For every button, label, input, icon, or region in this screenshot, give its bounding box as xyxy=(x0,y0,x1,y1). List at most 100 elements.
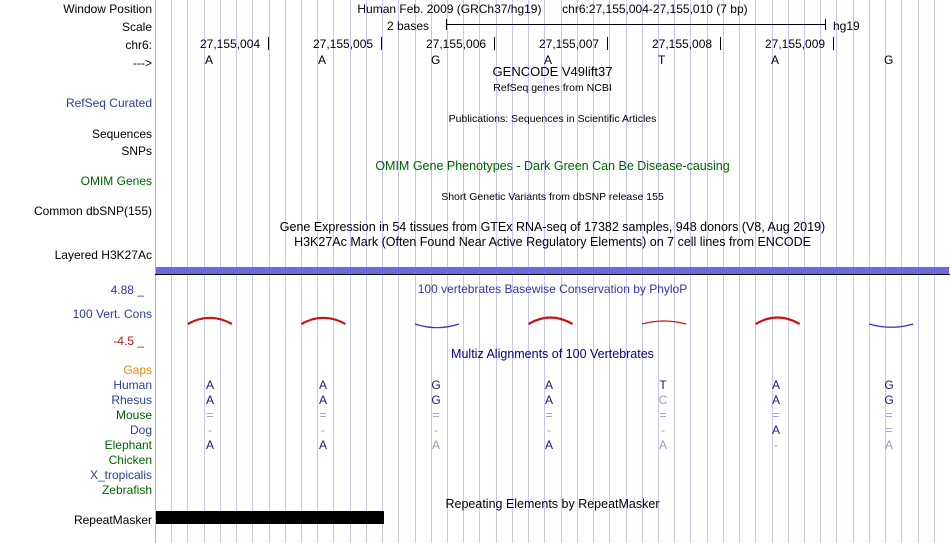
phylop-bar xyxy=(414,323,460,329)
alignment-base-rhesus: G xyxy=(884,393,894,407)
h3k27ac-baseline xyxy=(155,274,950,275)
label-cons-min: -4.5 _ xyxy=(113,334,144,348)
phylop-bar xyxy=(187,316,233,325)
assembly-title: Human Feb. 2009 (GRCh37/hg19) xyxy=(357,2,542,16)
alignment-base-elephant: A xyxy=(658,438,667,452)
alignment-base-rhesus: A xyxy=(318,393,327,407)
alignment-base-rhesus: A xyxy=(771,393,780,407)
alignment-base-dog: - xyxy=(434,423,438,437)
title-omim[interactable]: OMIM Gene Phenotypes - Dark Green Can Be… xyxy=(375,159,730,173)
phylop-bar xyxy=(869,323,914,328)
alignment-base-elephant: A xyxy=(205,438,214,452)
alignment-base-elephant: - xyxy=(774,438,778,452)
label-species-chicken: Chicken xyxy=(108,453,152,467)
multiz-alignment-rows: A A = - A A A = - A G G = - A A A = - A T C = - A A A = A - G G = = A xyxy=(0,377,950,497)
phylop-bar xyxy=(755,316,801,325)
alignment-base-rhesus: C xyxy=(658,393,668,407)
alignment-base-human: A xyxy=(205,378,214,392)
h3k27ac-signal-bar xyxy=(156,267,949,274)
label-omim-genes[interactable]: OMIM Genes xyxy=(80,174,152,188)
ruler-tick xyxy=(833,37,834,50)
reference-base-letter: T xyxy=(658,53,666,67)
alignment-base-dog: A xyxy=(771,423,780,437)
alignment-base-human: A xyxy=(544,378,553,392)
label-chromosome: chr6: xyxy=(125,38,152,52)
label-refseq-curated[interactable]: RefSeq Curated xyxy=(65,96,152,110)
title-h3k27ac[interactable]: H3K27Ac Mark (Often Found Near Active Re… xyxy=(294,235,811,249)
alignment-base-mouse: = xyxy=(545,408,553,422)
label-species-rhesus: Rhesus xyxy=(111,393,152,407)
alignment-base-elephant: A xyxy=(431,438,440,452)
reference-base-letter: G xyxy=(884,53,894,67)
reference-base-letter: A xyxy=(771,53,780,67)
title-dbsnp[interactable]: Short Genetic Variants from dbSNP releas… xyxy=(441,191,664,203)
ruler-coordinate-label: 27,155,009 xyxy=(765,37,826,51)
ruler-tick xyxy=(720,37,721,50)
label-cons-max: 4.88 _ xyxy=(110,283,144,297)
label-species-x-tropicalis: X_tropicalis xyxy=(89,468,152,482)
scale-right-cap xyxy=(825,19,826,30)
title-refseq-ncbi[interactable]: RefSeq genes from NCBI xyxy=(493,82,612,94)
label-species-mouse: Mouse xyxy=(115,408,152,422)
title-repeats[interactable]: Repeating Elements by RepeatMasker xyxy=(445,497,660,511)
alignment-base-dog: - xyxy=(547,423,551,437)
title-gencode[interactable]: GENCODE V49lift37 xyxy=(492,64,613,79)
reference-base-letter: A xyxy=(544,53,553,67)
ruler-coordinate-label: 27,155,004 xyxy=(200,37,261,51)
alignment-base-human: A xyxy=(318,378,327,392)
alignment-base-mouse: = xyxy=(319,408,327,422)
alignment-base-human: G xyxy=(431,378,441,392)
label-species-human: Human xyxy=(113,378,152,392)
alignment-base-rhesus: A xyxy=(544,393,553,407)
title-publications[interactable]: Publications: Sequences in Scientific Ar… xyxy=(448,113,657,125)
label-snps[interactable]: SNPs xyxy=(121,144,152,158)
title-phylop[interactable]: 100 vertebrates Basewise Conservation by… xyxy=(417,282,688,296)
phylop-bar xyxy=(300,316,346,325)
alignment-base-human: G xyxy=(884,378,894,392)
scale-line xyxy=(446,24,826,25)
label-species-dog: Dog xyxy=(129,423,152,437)
ruler-tick xyxy=(381,37,382,50)
label-layered-h3k27ac[interactable]: Layered H3K27Ac xyxy=(54,248,152,262)
reference-base-letter: A xyxy=(318,53,327,67)
alignment-base-rhesus: A xyxy=(205,393,214,407)
label-cons-name[interactable]: 100 Vert. Cons xyxy=(72,307,152,321)
position-coordinates: chr6:27,155,004-27,155,010 (7 bp) xyxy=(562,2,748,16)
ruler-coordinate-label: 27,155,005 xyxy=(313,37,374,51)
label-sequences[interactable]: Sequences xyxy=(91,127,152,141)
phylop-bar xyxy=(527,316,574,325)
coordinate-ruler[interactable]: 27,155,004 27,155,005 27,155,006 27,155,007… xyxy=(0,36,950,54)
alignment-base-mouse: = xyxy=(659,408,667,422)
window-position-row: Human Feb. 2009 (GRCh37/hg19) chr6:27,15… xyxy=(155,3,950,16)
track-left-boundary xyxy=(155,0,156,543)
label-strand-arrow: ---> xyxy=(133,56,152,70)
label-scale: Scale xyxy=(121,20,152,34)
ruler-coordinate-label: 27,155,008 xyxy=(652,37,713,51)
alignment-base-mouse: = xyxy=(772,408,780,422)
phylop-conservation-plot[interactable] xyxy=(155,280,950,346)
reference-base-letter: A xyxy=(205,53,214,67)
alignment-base-human: A xyxy=(771,378,780,392)
ruler-tick xyxy=(494,37,495,50)
label-gaps: Gaps xyxy=(123,363,152,377)
label-species-zebrafish: Zebrafish xyxy=(101,483,152,497)
scale-bar: 2 bases hg19 xyxy=(155,19,950,35)
repeatmasker-feature-bar[interactable] xyxy=(156,511,384,524)
ruler-coordinate-label: 27,155,007 xyxy=(539,37,600,51)
alignment-base-dog: - xyxy=(321,423,325,437)
label-common-dbsnp[interactable]: Common dbSNP(155) xyxy=(33,204,152,218)
label-repeatmasker[interactable]: RepeatMasker xyxy=(73,513,152,527)
phylop-svg xyxy=(187,316,914,329)
alignment-base-dog: - xyxy=(661,423,665,437)
phylop-bar xyxy=(641,320,687,325)
assembly-db-label: hg19 xyxy=(833,19,860,33)
title-gtex[interactable]: Gene Expression in 54 tissues from GTEx … xyxy=(279,220,826,234)
alignment-base-elephant: A xyxy=(318,438,327,452)
label-window-position: Window Position xyxy=(63,2,152,16)
ruler-tick xyxy=(607,37,608,50)
title-multiz[interactable]: Multiz Alignments of 100 Vertebrates xyxy=(451,347,654,361)
ruler-coordinate-label: 27,155,006 xyxy=(426,37,487,51)
alignment-base-human: T xyxy=(659,378,667,392)
